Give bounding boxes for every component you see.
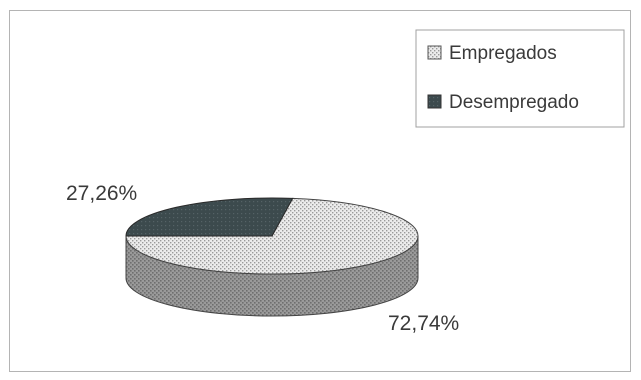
legend-swatch-empregados [427, 45, 442, 60]
legend: Empregados Desempregado [415, 29, 625, 128]
legend-swatch-desempregado [427, 94, 442, 109]
pie-group [125, 197, 419, 317]
legend-item-empregados: Empregados [449, 43, 557, 64]
legend-item-desempregado: Desempregado [449, 92, 579, 113]
legend-box [415, 29, 625, 128]
slice-label-empregados: 72,74% [388, 312, 459, 335]
pie-slice-desempregado [125, 197, 294, 237]
slice-label-desempregado: 27,26% [66, 182, 137, 205]
